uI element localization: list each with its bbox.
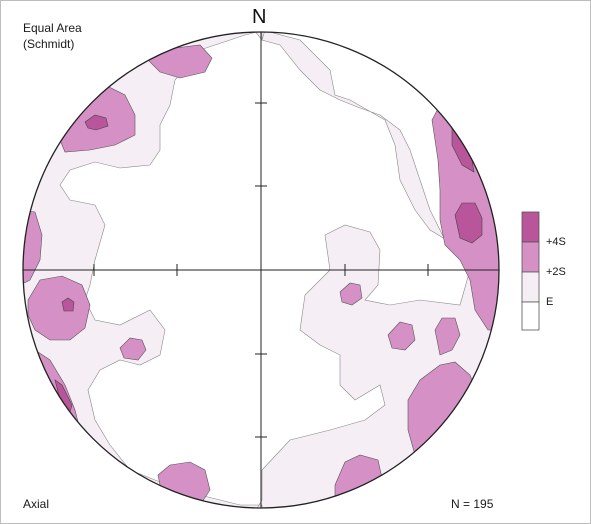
legend-label-2s: +2S <box>546 266 566 278</box>
projection-sublabel: (Schmidt) <box>23 37 75 51</box>
north-label: N <box>252 6 267 28</box>
contour-level-2s-s <box>157 461 211 506</box>
legend-swatch-below-e <box>521 301 540 331</box>
plot-mode-label: Axial <box>23 497 50 511</box>
axis-ticks <box>93 102 429 438</box>
contour-level-2s-w-small <box>119 337 147 361</box>
legend-swatch-e <box>521 271 540 303</box>
legend-label-e: E <box>546 296 554 308</box>
legend-swatch-2s <box>521 241 540 273</box>
projection-label: Equal Area <box>23 21 82 35</box>
contour-level-2s-center-east <box>339 282 363 306</box>
contour-legend <box>521 211 540 331</box>
contour-level-2s-east-right <box>434 317 461 356</box>
contour-level-4s-wsw <box>61 297 75 312</box>
legend-swatch-4s <box>521 211 540 243</box>
legend-label-4s: +4S <box>546 236 566 248</box>
contour-level-4s-e <box>454 202 483 244</box>
contour-level-2s-east-mid <box>387 321 416 351</box>
contour-level-2s-wsw <box>27 275 91 341</box>
sample-count-label: N = 195 <box>451 497 494 511</box>
contour-level-4s-nw <box>84 114 109 131</box>
